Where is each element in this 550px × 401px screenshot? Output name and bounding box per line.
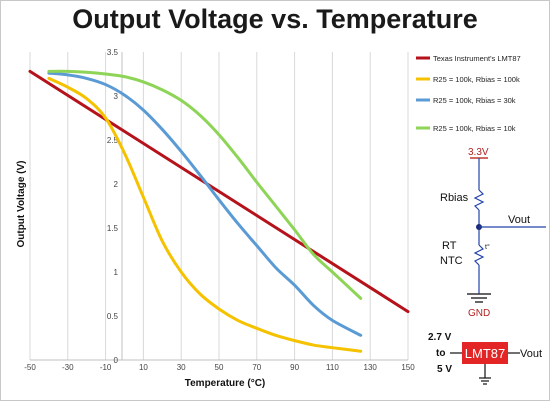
axes-layer — [30, 52, 408, 361]
x-tick-label: 130 — [364, 363, 378, 372]
lmt87-block-diagram: 2.7 V to 5 V LMT87 Vout — [428, 332, 542, 385]
rbias-resistor — [473, 189, 485, 211]
y-tick-label: 0.5 — [107, 312, 119, 321]
legend-label-3: R25 = 100k, Rbias = 10k — [433, 124, 516, 133]
x-tick-label: 70 — [252, 363, 261, 372]
circuit-vout-label: Vout — [508, 214, 530, 226]
y-axis-label: Output Voltage (V) — [16, 160, 27, 247]
series-line-0 — [28, 69, 410, 314]
lmt87-chip — [462, 342, 508, 364]
ntc-label: NTC — [440, 255, 463, 267]
block-vin-top: 2.7 V — [428, 332, 452, 343]
y-tick-label: 1.5 — [107, 224, 119, 233]
series-line-2 — [47, 71, 363, 337]
chart-title: Output Voltage vs. Temperature — [72, 4, 478, 34]
block-vin-to: to — [436, 348, 445, 359]
y-tick-label: 3 — [114, 92, 119, 101]
y-tick-label: 0 — [114, 356, 119, 365]
legend: Texas Instrument's LMT87 R25 = 100k, Rbia… — [416, 54, 521, 133]
series-line-1 — [47, 76, 363, 353]
gnd-label: GND — [468, 308, 490, 319]
legend-label-1: R25 = 100k, Rbias = 100k — [433, 75, 520, 84]
y-tick-label: 1 — [114, 268, 119, 277]
x-axis-label: Temperature (°C) — [185, 378, 266, 389]
x-tick-label: 50 — [215, 363, 224, 372]
x-tick-label: 90 — [290, 363, 299, 372]
y-tick-label: 2 — [114, 180, 119, 189]
y-tick-label: 3.5 — [107, 48, 119, 57]
series-layer — [28, 69, 410, 353]
ticks-layer: -50 -30 -10 10 30 50 70 90 110 130 150 0 0.5 1 1.5 2 2.5… — [24, 48, 415, 372]
supply-label: 3.3V — [468, 147, 489, 158]
legend-label-2: R25 = 100k, Rbias = 30k — [433, 96, 516, 105]
block-vout-label: Vout — [520, 348, 542, 360]
series-line-3 — [47, 69, 363, 300]
rbias-label: Rbias — [440, 192, 469, 204]
ntc-temp-symbol: t° — [485, 243, 490, 251]
x-tick-label: -10 — [100, 363, 112, 372]
block-vin-bottom: 5 V — [437, 364, 452, 375]
x-tick-label: -50 — [24, 363, 36, 372]
x-tick-label: 110 — [326, 363, 339, 372]
x-tick-label: -30 — [62, 363, 74, 372]
x-tick-label: 10 — [139, 363, 148, 372]
ntc-circuit-diagram: 3.3V Rbias Vout t° RT NTC GND — [440, 147, 546, 319]
legend-label-0: Texas Instrument's LMT87 — [433, 54, 521, 63]
rt-label: RT — [442, 240, 457, 252]
x-tick-label: 150 — [401, 363, 415, 372]
ntc-resistor — [473, 244, 485, 266]
x-tick-label: 30 — [177, 363, 186, 372]
y-tick-label: 2.5 — [107, 136, 119, 145]
lmt87-chip-label: LMT87 — [465, 346, 505, 361]
